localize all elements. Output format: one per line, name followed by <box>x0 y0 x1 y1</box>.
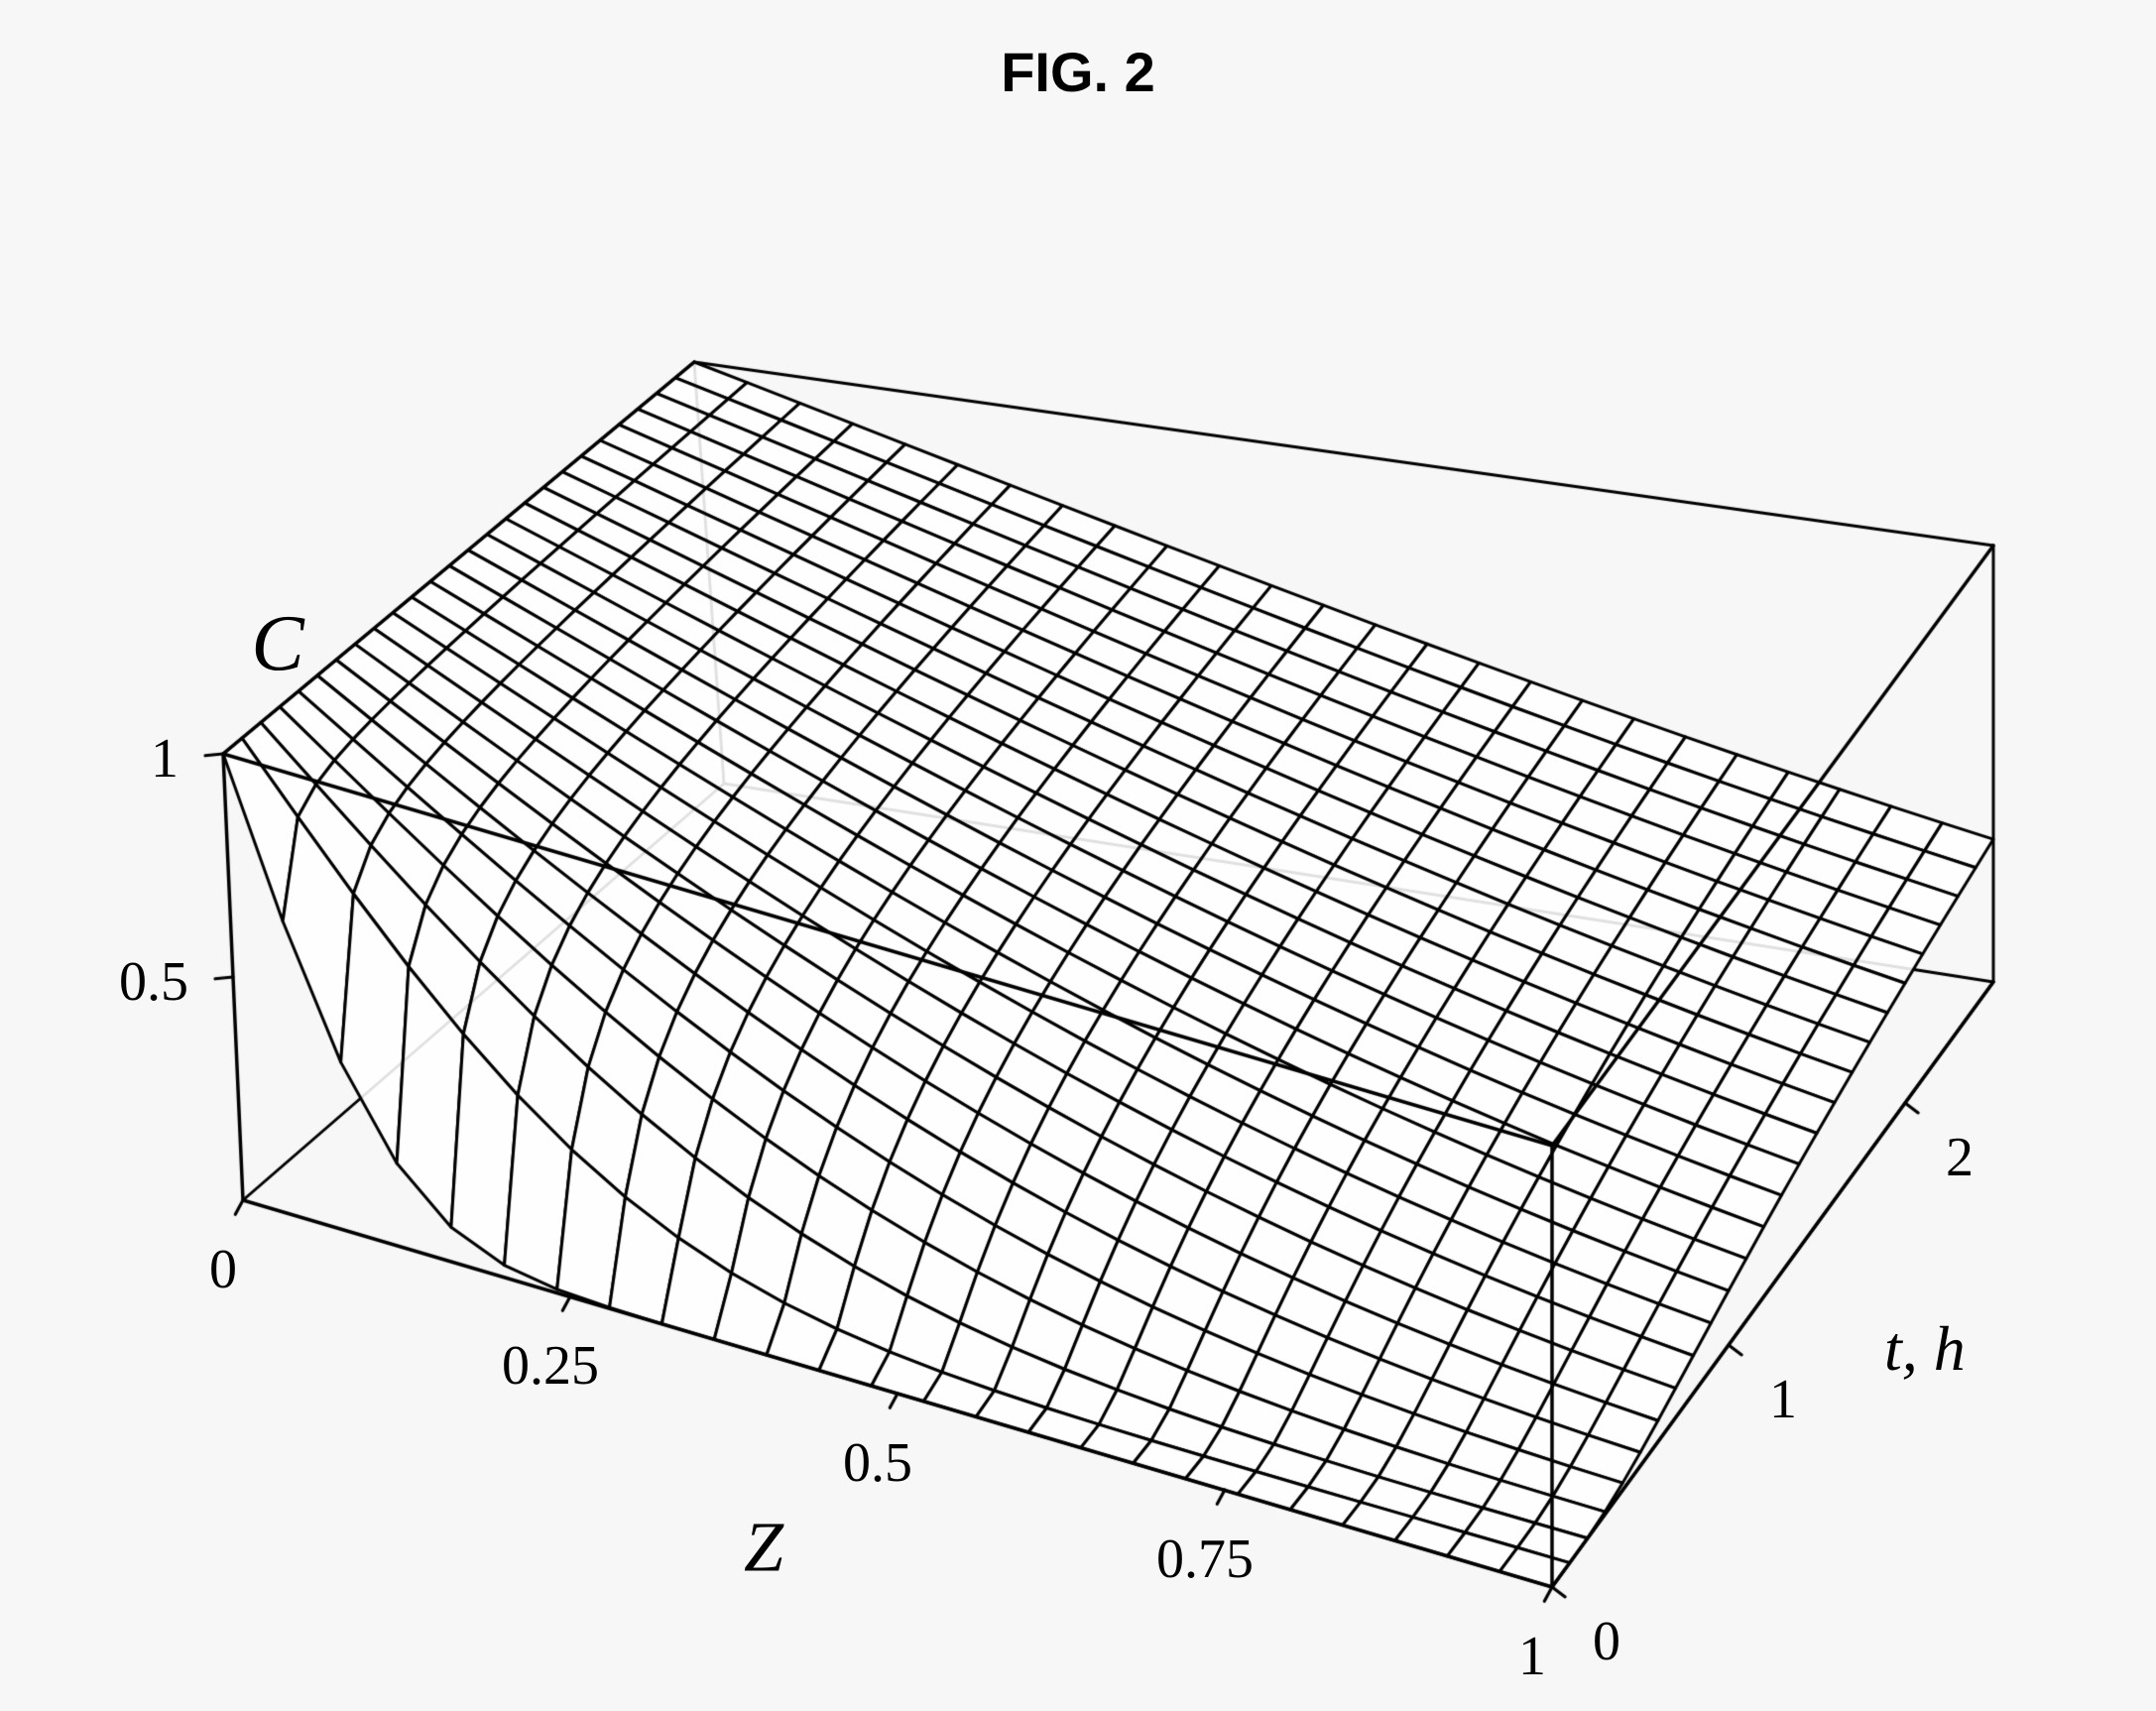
x-tick-label: 1 <box>1518 1625 1546 1688</box>
x-tick-label: 0.25 <box>502 1334 599 1398</box>
figure-stage: FIG. 2 00.250.50.7510120.51Zt, hC <box>0 0 2156 1711</box>
x-tick-label: 0 <box>209 1238 237 1301</box>
x-tick-label: 0.5 <box>843 1431 912 1495</box>
surface-3d-canvas <box>0 0 2156 1711</box>
y-tick-label: 0 <box>1593 1610 1620 1673</box>
y-axis-label: t, h <box>1884 1312 1966 1386</box>
y-tick-label: 2 <box>1946 1126 1974 1189</box>
z-tick-label: 1 <box>151 727 179 791</box>
z-tick-label: 0.5 <box>119 950 188 1014</box>
y-tick-label: 1 <box>1769 1368 1797 1431</box>
x-tick-label: 0.75 <box>1156 1528 1254 1591</box>
z-axis-label: C <box>251 600 303 690</box>
x-axis-label: Z <box>744 1507 783 1589</box>
